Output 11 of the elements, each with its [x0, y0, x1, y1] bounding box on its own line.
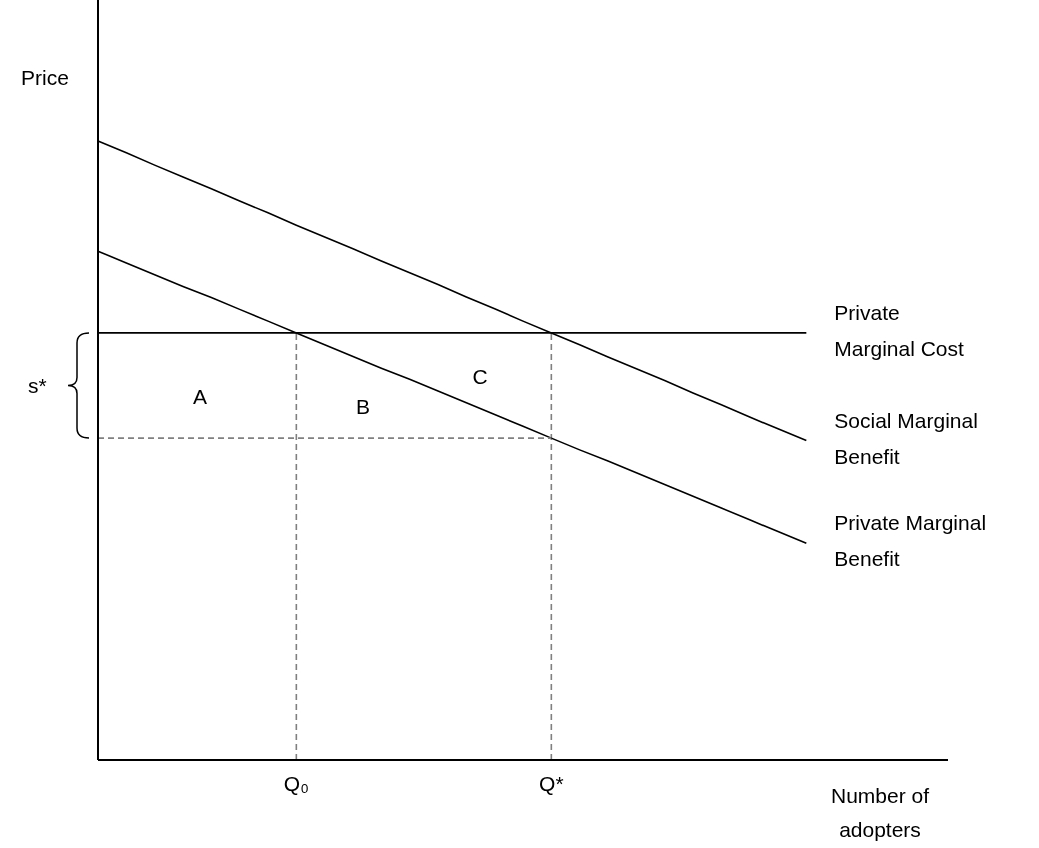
x-tick-label: Q* — [539, 772, 564, 795]
series-label: Social Marginal Benefit — [834, 408, 978, 468]
annotation: C — [472, 365, 488, 388]
text: s* — [28, 373, 47, 397]
annotation: A — [192, 385, 208, 408]
x-tick-label: Q₀ — [283, 772, 309, 795]
annotation: B — [355, 395, 371, 418]
y-axis-title: Price — [21, 66, 69, 89]
series-label: Private Marginal Benefit — [834, 511, 987, 571]
series-label: Private Marginal Cost — [834, 300, 965, 360]
x-axis-title: Number of adopters — [830, 784, 930, 841]
